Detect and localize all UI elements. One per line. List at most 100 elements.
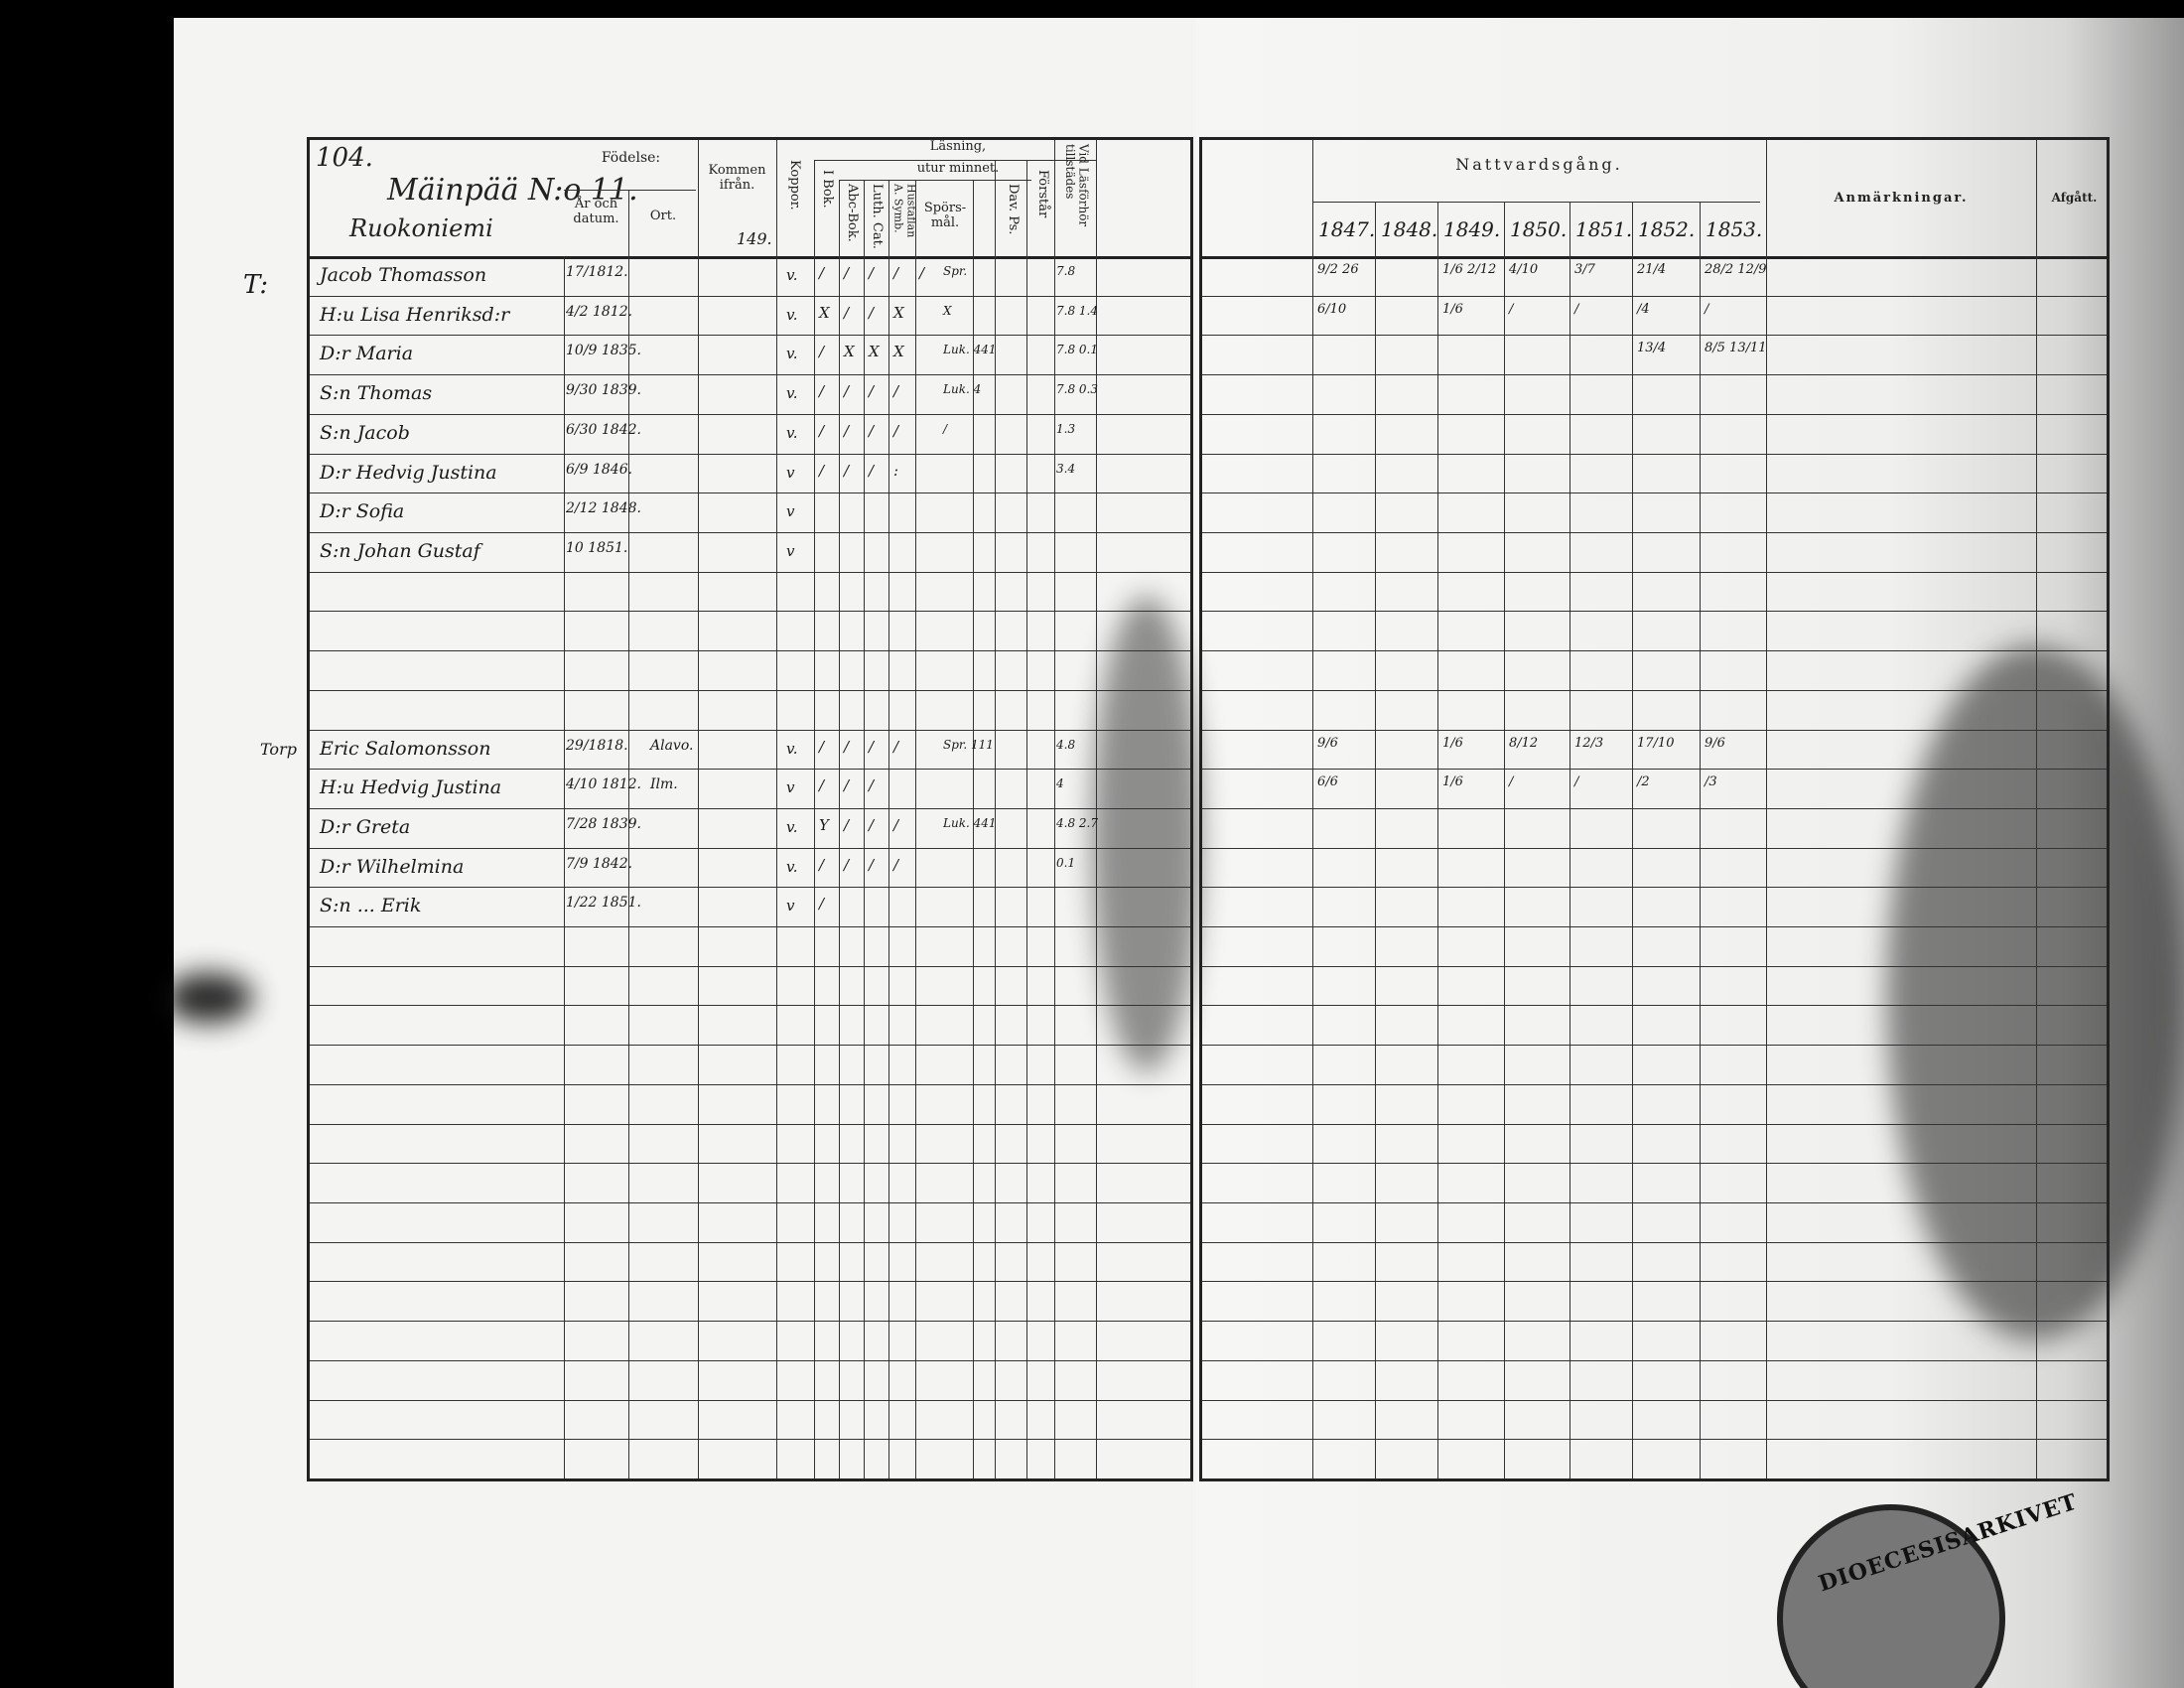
attendance-mark: 3.4: [1056, 461, 1076, 476]
person-name: D:r Sofia: [320, 500, 405, 523]
birth-date: 9/30 1839.: [566, 382, 641, 399]
reading-mark: /: [844, 815, 850, 834]
birth-date: 1/22 1851.: [566, 895, 641, 912]
reading-mark: :: [893, 461, 899, 480]
reading-mark: Y: [819, 815, 829, 834]
row-rule: [1202, 295, 2107, 297]
reading-mark: Spr.: [943, 264, 968, 278]
vaccination-mark: v: [786, 502, 795, 521]
row-rule: [1202, 335, 2107, 337]
reading-mark: /: [819, 421, 825, 440]
birth-date: 29/1818.: [566, 737, 628, 754]
row-rule: [310, 926, 1190, 928]
person-name: Eric Salomonsson: [320, 737, 491, 760]
year-header: 1851.: [1575, 217, 1633, 241]
birth-place: Alavo.: [650, 737, 694, 754]
header-abc-bok: Abc-Bok.: [844, 184, 860, 242]
reading-mark: /: [844, 421, 850, 440]
column-rule: [1632, 202, 1633, 1478]
reading-mark: /: [819, 382, 825, 401]
column-rule: [1375, 202, 1376, 1478]
reading-mark: /: [819, 461, 825, 480]
column-rule: [864, 180, 865, 1478]
communion-mark: 8/12: [1509, 735, 1539, 751]
reading-mark: X: [819, 303, 830, 322]
person-name: D:r Greta: [320, 815, 411, 838]
row-rule: [310, 1005, 1190, 1007]
header-spors-mal: Spörs-mål.: [923, 201, 967, 230]
birth-date: 10 1851.: [566, 539, 628, 556]
row-rule: [1202, 571, 2107, 573]
communion-mark: /: [1509, 774, 1514, 790]
communion-mark: 4/10: [1509, 262, 1539, 277]
reading-mark: /: [844, 737, 850, 756]
reading-mark: /: [893, 815, 899, 834]
birth-date: 4/2 1812.: [566, 303, 633, 320]
person-name: S:n Johan Gustaf: [320, 539, 480, 562]
row-rule: [1202, 729, 2107, 731]
communion-mark: 28/2 12/9: [1705, 262, 1767, 277]
row-rule: [1202, 965, 2107, 967]
attendance-mark: 0.1: [1056, 855, 1076, 870]
row-rule: [310, 1321, 1190, 1323]
vaccination-mark: v.: [786, 423, 798, 442]
reading-mark: /: [869, 776, 875, 795]
reading-mark: /: [869, 461, 875, 480]
row-rule: [310, 413, 1190, 415]
reading-mark: /: [844, 382, 850, 401]
household-table: 104. Mäinpää N:o 11. Ruokoniemi Födelse:…: [307, 137, 1193, 1481]
communion-mark: 6/6: [1317, 774, 1338, 790]
row-rule: [310, 1439, 1190, 1441]
person-name: D:r Wilhelmina: [320, 855, 465, 878]
column-rule: [1054, 140, 1055, 1478]
column-rule: [628, 190, 629, 1478]
vaccination-mark: v: [786, 778, 795, 797]
reading-mark: /: [869, 303, 875, 322]
reading-mark: X: [893, 303, 904, 322]
header-anmarkningar: Anmärkningar.: [1834, 191, 1969, 206]
reading-mark: /: [869, 815, 875, 834]
reading-mark: /: [869, 737, 875, 756]
row-rule: [1202, 847, 2107, 849]
column-rule: [973, 180, 974, 1478]
row-rule: [310, 1163, 1190, 1165]
row-rule: [310, 847, 1190, 849]
reading-mark: Spr. 111: [943, 737, 994, 752]
header-subrule: [1312, 202, 1760, 203]
reading-mark: /: [844, 303, 850, 322]
row-rule: [310, 887, 1190, 889]
reading-mark: /: [869, 264, 875, 282]
column-rule: [915, 180, 916, 1478]
row-rule: [310, 492, 1190, 494]
row-rule: [310, 374, 1190, 376]
header-hustaflan: Hustaflan A. Symb.: [891, 184, 918, 238]
column-rule: [839, 180, 840, 1478]
header-forstar: Förstår: [1034, 170, 1050, 218]
communion-mark: 17/10: [1637, 735, 1675, 751]
reading-mark: X: [943, 303, 952, 318]
vaccination-mark: v.: [786, 266, 798, 284]
year-header: 1850.: [1510, 217, 1568, 241]
reading-mark: X: [869, 343, 880, 361]
row-rule: [310, 689, 1190, 691]
column-rule: [1312, 140, 1313, 1478]
row-rule: [1202, 1005, 2107, 1007]
year-header: 1847.: [1318, 217, 1376, 241]
header-fodelse: Födelse:: [601, 150, 661, 166]
scan-blemish: [164, 973, 253, 1023]
reading-mark: /: [844, 855, 850, 874]
row-rule: [1202, 650, 2107, 652]
reading-mark: /: [819, 264, 825, 282]
communion-mark: 1/6: [1442, 774, 1463, 790]
communion-mark: /: [1574, 301, 1579, 317]
header-rule: [1202, 256, 2107, 259]
communion-mark: 1/6: [1442, 735, 1463, 751]
reading-mark: /: [869, 855, 875, 874]
row-rule: [1202, 611, 2107, 613]
row-rule: [310, 335, 1190, 337]
communion-table: Nattvardsgång. Anmärkningar. Afgått. 184…: [1199, 137, 2110, 1481]
column-rule: [564, 256, 565, 1478]
reading-mark: /: [869, 382, 875, 401]
communion-mark: 6/10: [1317, 301, 1347, 317]
communion-mark: 12/3: [1574, 735, 1604, 751]
